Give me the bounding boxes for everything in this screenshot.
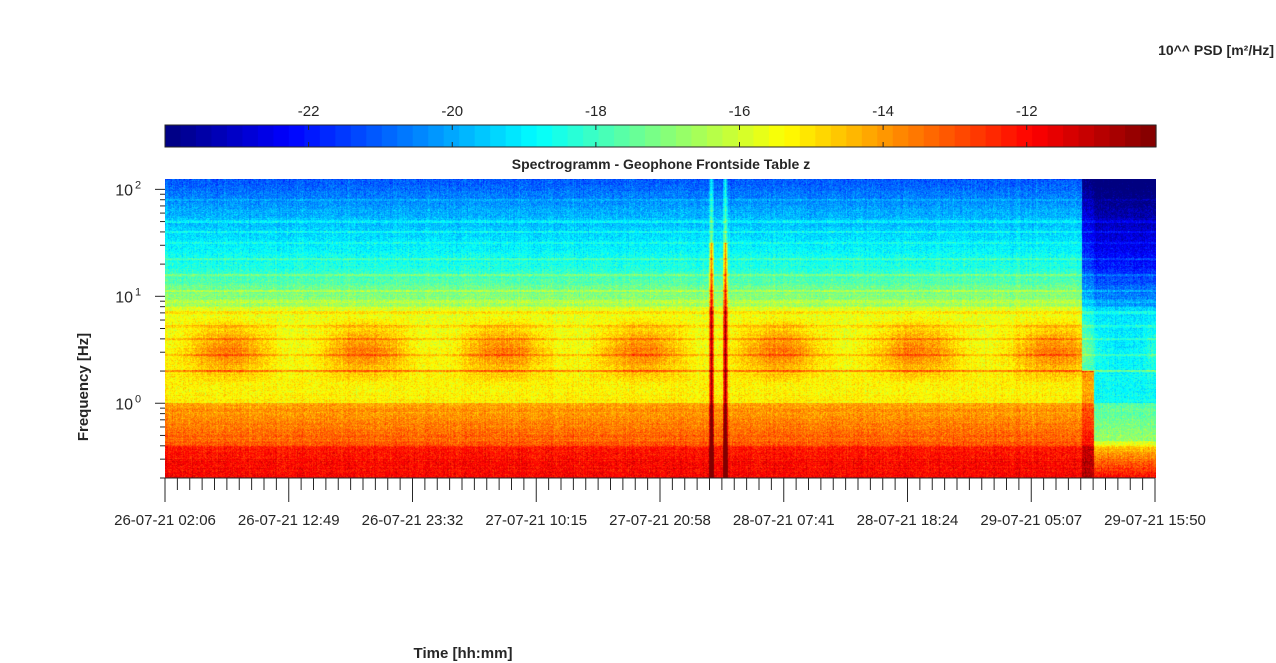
colorbar-tick-label: -22 [298, 103, 320, 120]
colorbar-segment [784, 125, 801, 147]
x-tick-label: 29-07-21 15:50 [1104, 512, 1206, 529]
colorbar-segment [366, 125, 383, 147]
colorbar-segment [1016, 125, 1033, 147]
y-tick-label: 10 [115, 182, 133, 199]
x-tick-label: 28-07-21 18:24 [857, 512, 959, 529]
colorbar-segment [691, 125, 708, 147]
colorbar-segment [1140, 125, 1157, 147]
y-tick-label: 10 [115, 289, 133, 306]
spectrogram-plot-area [165, 179, 1156, 478]
colorbar-segment [645, 125, 662, 147]
colorbar-segment [397, 125, 414, 147]
colorbar-segment [211, 125, 228, 147]
colorbar-segment [1125, 125, 1142, 147]
colorbar-segment [939, 125, 956, 147]
colorbar-segment [815, 125, 832, 147]
colorbar-segment [954, 125, 971, 147]
colorbar [164, 124, 1157, 148]
colorbar-segment [567, 125, 584, 147]
y-tick-label: 10 [115, 396, 133, 413]
colorbar-segment [459, 125, 476, 147]
chart-title: Spectrogramm - Geophone Frontside Table … [512, 156, 810, 172]
x-axis: 26-07-21 02:06 26-07-21 12:49 26-07-21 23:… [114, 477, 1206, 529]
colorbar-segment [1063, 125, 1080, 147]
colorbar-segment [474, 125, 491, 147]
colorbar-segment [319, 125, 336, 147]
colorbar-segment [722, 125, 739, 147]
colorbar-segment [737, 125, 755, 147]
colorbar-segment [1109, 125, 1126, 147]
colorbar-segment [675, 125, 693, 147]
colorbar-segment [660, 125, 677, 147]
colorbar-tick-label: -14 [872, 103, 894, 120]
colorbar-segment [583, 125, 600, 147]
colorbar-ticks: -22 -20 -18 -16 -14 -12 [298, 103, 1038, 147]
colorbar-segment [1001, 125, 1018, 147]
colorbar-segment [846, 125, 863, 147]
colorbar-segment [985, 125, 1002, 147]
colorbar-tick-label: -12 [1016, 103, 1038, 120]
x-tick-label: 26-07-21 12:49 [238, 512, 340, 529]
colorbar-segment [443, 125, 460, 147]
colorbar-segment [428, 125, 445, 147]
colorbar-segment [505, 125, 522, 147]
colorbar-segment [923, 125, 940, 147]
y-tick-label-exponent: 2 [135, 179, 141, 191]
colorbar-label: 10^^ PSD [m²/Hz] [1158, 42, 1274, 58]
colorbar-segment [830, 125, 847, 147]
y-tick-label-exponent: 0 [135, 393, 141, 405]
x-tick-label: 29-07-21 05:07 [980, 512, 1082, 529]
colorbar-segment [598, 125, 615, 147]
colorbar-segment [257, 125, 274, 147]
x-tick-label: 28-07-21 07:41 [733, 512, 835, 529]
colorbar-segment [552, 125, 569, 147]
colorbar-segment [1094, 125, 1111, 147]
colorbar-segment [242, 125, 259, 147]
x-tick-label: 27-07-21 20:58 [609, 512, 711, 529]
colorbar-segment [970, 125, 987, 147]
colorbar-segment [614, 125, 631, 147]
colorbar-segment [180, 125, 197, 147]
colorbar-tick-label: -18 [585, 103, 607, 120]
colorbar-segment [877, 125, 894, 147]
colorbar-segment [165, 125, 182, 147]
x-axis-label: Time [hh:mm] [414, 645, 513, 662]
colorbar-segment [273, 125, 290, 147]
colorbar-segment [629, 125, 646, 147]
colorbar-segment [381, 125, 398, 147]
y-tick-label-exponent: 1 [135, 286, 141, 298]
colorbar-segment [1078, 125, 1095, 147]
colorbar-segment [490, 125, 507, 147]
colorbar-segment [226, 125, 244, 147]
x-tick-label: 26-07-21 23:32 [362, 512, 464, 529]
colorbar-segment [195, 125, 213, 147]
colorbar-tick-label: -20 [441, 103, 463, 120]
colorbar-segment [799, 125, 816, 147]
colorbar-segment [288, 125, 305, 147]
colorbar-segment [908, 125, 925, 147]
colorbar-segment [536, 125, 553, 147]
y-axis-label: Frequency [Hz] [75, 333, 92, 441]
colorbar-segment [861, 125, 878, 147]
colorbar-segment [412, 125, 429, 147]
colorbar-segment [1032, 125, 1049, 147]
colorbar-segment [335, 125, 352, 147]
colorbar-segment [304, 125, 321, 147]
colorbar-segment [1047, 125, 1064, 147]
colorbar-segment [521, 125, 538, 147]
colorbar-segment [753, 125, 770, 147]
x-tick-label: 27-07-21 10:15 [485, 512, 587, 529]
colorbar-segment [706, 125, 724, 147]
colorbar-segment [768, 125, 785, 147]
x-tick-label: 26-07-21 02:06 [114, 512, 216, 529]
colorbar-tick-label: -16 [729, 103, 751, 120]
colorbar-frame [164, 124, 1157, 148]
colorbar-segment [892, 125, 909, 147]
colorbar-segment [350, 125, 367, 147]
